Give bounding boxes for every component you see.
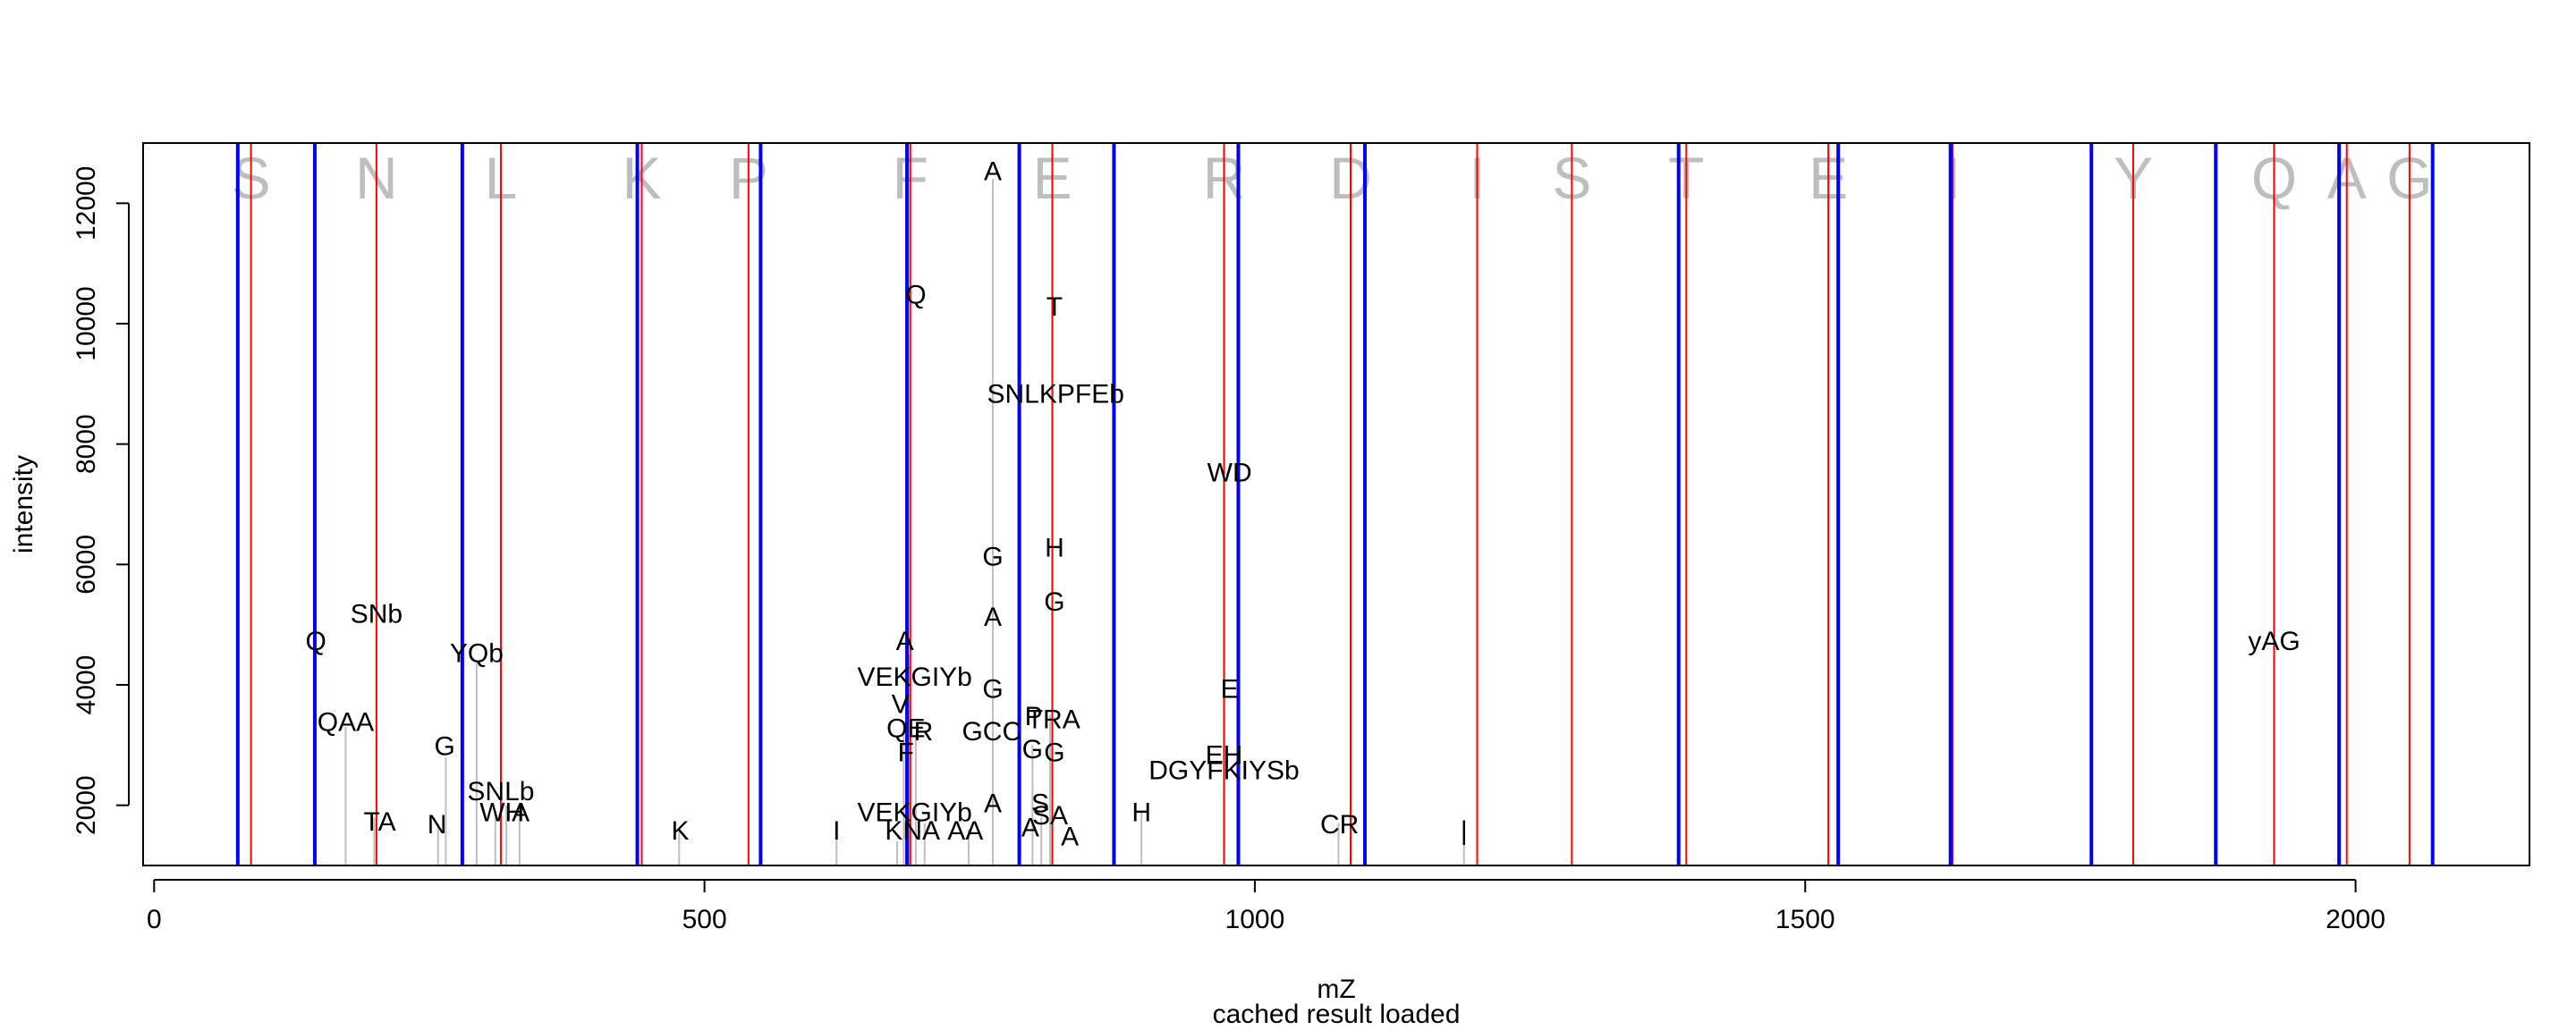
peak-label: A [984,789,1002,819]
peak-label: CR [1320,810,1359,840]
peak-label: S [1031,789,1049,819]
peak-label: TA [364,807,396,837]
y-tick-label: 2000 [72,775,101,835]
peak-label: G [435,732,455,762]
y-ion-lines-layer [250,143,2411,865]
peak-label: R [914,717,934,747]
peak-label: TRA [1027,705,1080,734]
peak-label: DGYFKIYSb [1148,756,1299,786]
peak-label: H [1131,798,1151,828]
y-axis-label: intensity [9,455,38,553]
peptide-letters-layer: SNLKPFERDISTEIYQAG [232,145,2433,211]
peak-label: AA [947,816,983,846]
x-tick-label: 500 [682,905,727,934]
peak-label: A [896,627,914,656]
peak-label: A [1021,814,1039,843]
peak-label: A [1061,823,1079,852]
y-axis: 2000 4000 6000 8000 10000 12000 [72,166,130,835]
peak-label: T [1046,292,1063,322]
peak-label: H [1045,533,1064,562]
peak-label: SA [1032,801,1068,831]
y-tick-label: 4000 [72,655,101,715]
y-tick-label: 10000 [72,286,101,360]
peak-label: G [1044,738,1064,767]
b-ion-lines-layer [235,143,2435,865]
peak-label: A [984,603,1002,632]
peak-label: F [898,738,914,767]
peak-label: G [982,675,1003,705]
x-tick-label: 1000 [1225,905,1285,934]
peak-label: N [428,810,447,840]
peak-label: A [984,157,1002,187]
peak-label: EH [1206,741,1243,771]
peak-label: KNA [885,816,940,846]
peak-label: SNb [351,599,402,629]
peak-label: G [982,543,1003,572]
x-axis: 0 500 1000 1500 2000 [147,879,2385,934]
peak-label: WD [1208,458,1252,487]
y-tick-label: 6000 [72,535,101,595]
plot-frame [142,142,2530,866]
peak-label: Q [306,627,326,656]
peak-label: V [892,689,910,719]
x-tick-label: 2000 [2326,905,2385,934]
peak-label: QAA [318,708,374,738]
peak-label: I [833,816,840,846]
y-tick-label: 12000 [72,166,101,241]
x-tick-label: 1500 [1775,905,1835,934]
peak-label: yAG [2248,627,2300,656]
peak-label: Q [905,281,926,310]
peak-label: A [512,798,530,828]
x-tick-label: 0 [147,905,162,934]
peak-label: SNLKPFEb [987,380,1123,409]
peak-label: VEKGIYb [857,798,971,828]
peak-label: WH [479,798,524,828]
peak-label: GCC [962,717,1021,747]
peak-label: K [672,816,690,846]
peak-label: YQb [450,638,504,668]
peak-label: G [1022,735,1043,764]
x-axis-label: mZ [1317,975,1355,1004]
peaks-layer [344,179,1465,865]
peak-label: VEKGIYb [857,663,971,692]
peak-label: E [1221,675,1239,705]
y-tick-label: 8000 [72,414,101,474]
peak-label: G [1044,587,1064,617]
peak-label: P [1025,702,1043,731]
chart-subtitle: cached result loaded [1213,1000,1461,1029]
peak-label: SNLb [467,777,534,806]
peak-label: | [1461,816,1468,846]
peak-label: QE [886,713,925,743]
